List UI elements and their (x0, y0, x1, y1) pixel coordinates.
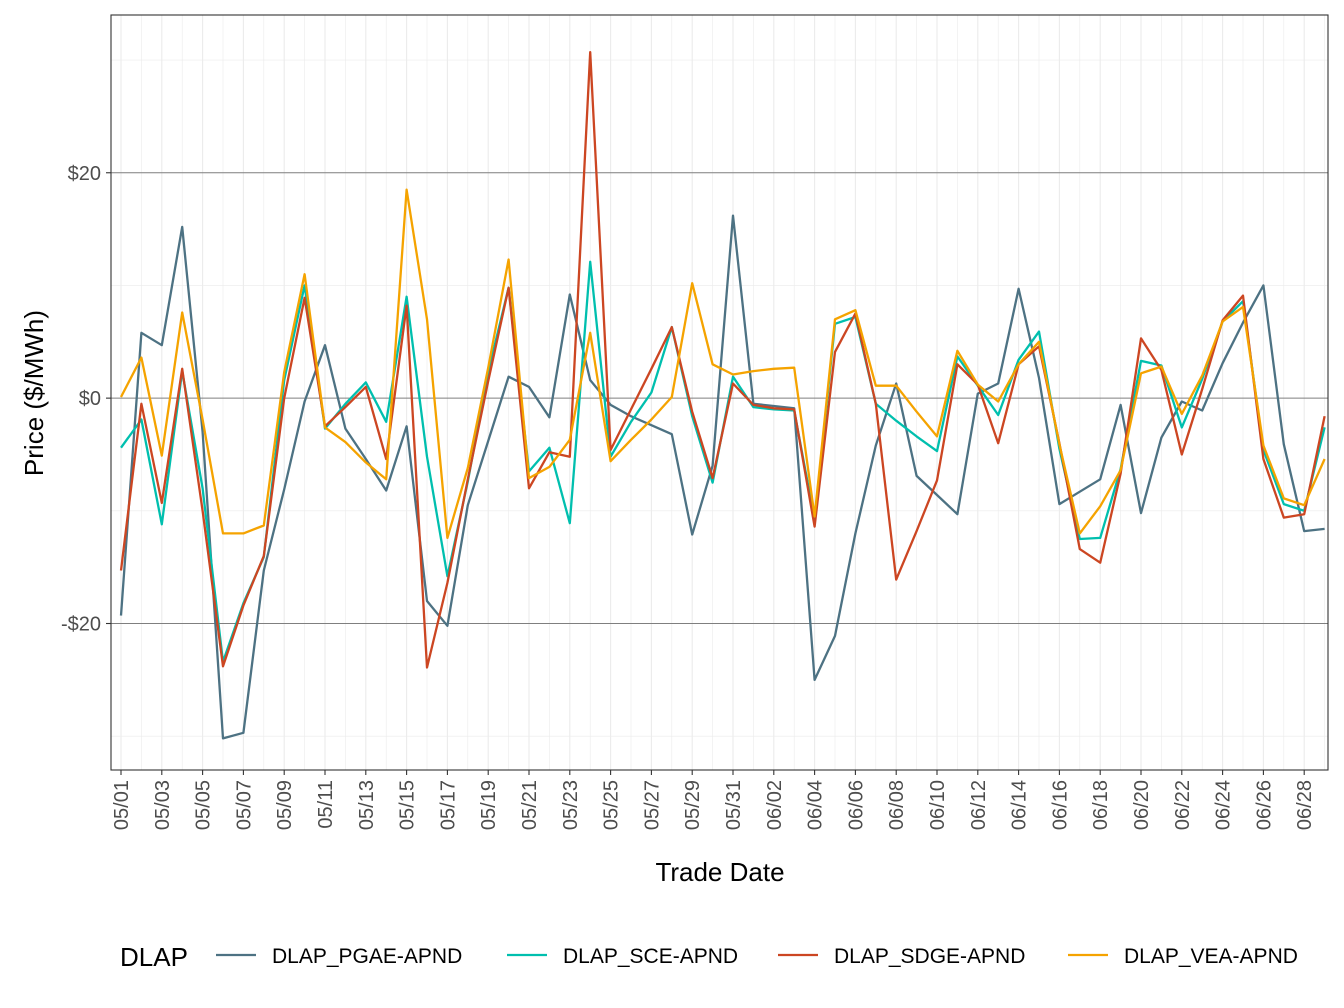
x-tick-label: 05/19 (478, 780, 500, 830)
legend-label: DLAP_SDGE-APND (834, 945, 1025, 968)
y-tick-label: $20 (68, 163, 101, 185)
x-tick-label: 05/23 (560, 780, 582, 830)
x-tick-label: 05/15 (397, 780, 419, 830)
y-tick-label: $0 (79, 388, 101, 410)
legend-label: DLAP_SCE-APND (563, 945, 738, 968)
x-tick-label: 05/03 (152, 780, 174, 830)
y-tick-label: -$20 (61, 614, 101, 636)
series-line-dlap_pgae-apnd (119, 214, 1325, 740)
x-tick-label: 06/08 (886, 780, 908, 830)
x-tick-label: 06/24 (1213, 780, 1235, 830)
legend: DLAP DLAP_PGAE-APND DLAP_SCE-APND DLAP_SDG… (120, 942, 1298, 972)
axes: -$20 $0 $20 05/01 05/03 05/05 05/07 05/09 05/11 0… (61, 163, 1316, 830)
plot-panel-border (110, 14, 1329, 771)
x-tick-label: 05/29 (682, 780, 704, 830)
x-tick-label: 05/21 (519, 780, 541, 830)
x-tick-label: 06/12 (968, 780, 990, 830)
y-axis-title: Price ($/MWh) (19, 310, 49, 476)
x-axis-title: Trade Date (655, 857, 784, 887)
x-tick-label: 05/01 (111, 780, 133, 830)
legend-label: DLAP_VEA-APND (1124, 945, 1298, 968)
x-tick-label: 06/26 (1253, 780, 1275, 830)
x-tick-label: 06/28 (1294, 780, 1316, 830)
legend-label: DLAP_PGAE-APND (272, 945, 462, 968)
x-tick-label: 05/11 (315, 780, 337, 829)
x-tick-label: 05/25 (601, 780, 623, 830)
x-tick-label: 06/20 (1131, 780, 1153, 830)
x-tick-label: 06/22 (1172, 780, 1194, 830)
x-tick-label: 06/14 (1009, 780, 1031, 830)
x-tick-label: 06/18 (1090, 780, 1112, 830)
x-tick-label: 05/31 (723, 780, 745, 830)
series-lines (119, 51, 1326, 740)
x-tick-label: 05/07 (233, 780, 255, 830)
x-tick-label: 06/04 (805, 780, 827, 830)
x-tick-label: 05/27 (641, 780, 663, 830)
x-tick-label: 06/06 (845, 780, 867, 830)
x-tick-label: 06/16 (1049, 780, 1071, 830)
x-tick-label: 05/13 (356, 780, 378, 830)
legend-title: DLAP (120, 942, 188, 972)
x-tick-label: 06/02 (764, 780, 786, 830)
x-tick-label: 05/09 (274, 780, 296, 830)
x-tick-label: 06/10 (927, 780, 949, 830)
x-tick-label: 05/05 (193, 780, 215, 830)
series-line-dlap_vea-apnd (119, 188, 1326, 540)
x-tick-label: 05/17 (437, 780, 459, 830)
